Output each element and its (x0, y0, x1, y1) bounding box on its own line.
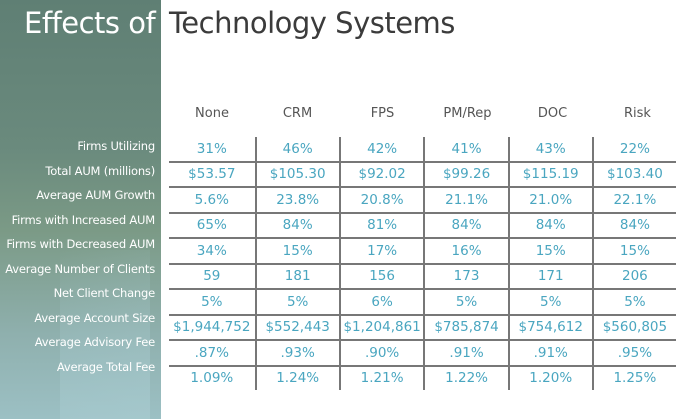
table-cell: $552,443 (254, 313, 341, 341)
row-label: Firms with Increased AUM (11, 212, 156, 227)
table-cell: $785,874 (423, 313, 510, 341)
table-cell: $115.19 (507, 160, 594, 188)
table-cell: 5% (507, 288, 594, 316)
row-label: Firms with Decreased AUM (6, 237, 155, 251)
table-cell: 173 (423, 262, 510, 290)
table-cell: 81% (338, 211, 426, 239)
table-cell: 84% (423, 211, 510, 239)
table-cell: 1.24% (254, 364, 341, 390)
table-cell: $105.30 (254, 160, 341, 188)
table-row: 31% 46% 42% 41% 43% 22% (169, 137, 676, 163)
table-cell: $99.26 (423, 160, 510, 188)
table-cell: 17% (338, 237, 426, 265)
table-cell: $103.40 (591, 160, 676, 188)
table-cell: 59 (169, 262, 257, 290)
table-cell: 21.1% (423, 186, 510, 214)
table-cell: 41% (423, 137, 510, 163)
table-cell: 181 (254, 262, 341, 290)
table-row: 1.09% 1.24% 1.21% 1.22% 1.20% 1.25% (169, 364, 676, 390)
table-cell: .93% (254, 339, 341, 367)
title-part-1: Effects of (24, 6, 156, 40)
table-cell: 21.0% (507, 186, 594, 214)
table-cell: 42% (338, 137, 426, 163)
table-cell: 1.21% (338, 364, 426, 390)
table-cell: 65% (169, 211, 257, 239)
row-label: Firms Utilizing (77, 139, 155, 153)
table-cell: $1,944,752 (169, 313, 257, 341)
table-cell: 84% (507, 211, 594, 239)
table-cell: 5% (254, 288, 341, 316)
table-cell: $92.02 (338, 160, 426, 188)
table-cell: 84% (254, 211, 341, 239)
table-row: 34% 15% 17% 16% 15% 15% (169, 237, 676, 265)
column-header: PM/Rep (443, 106, 492, 121)
table-cell: 84% (591, 211, 676, 239)
table-cell: 1.22% (423, 364, 510, 390)
table-cell: 15% (254, 237, 341, 265)
column-header: CRM (282, 106, 313, 121)
column-header: None (195, 106, 229, 121)
table-row: 5.6% 23.8% 20.8% 21.1% 21.0% 22.1% (169, 186, 676, 214)
table-cell: 22% (591, 137, 676, 163)
table-cell: 16% (423, 237, 510, 265)
table-cell: .87% (169, 339, 257, 367)
table-row: 5% 5% 6% 5% 5% 5% (169, 288, 676, 316)
table-cell: 1.25% (591, 364, 676, 390)
table-row: 59 181 156 173 171 206 (169, 262, 676, 290)
background-photo (0, 0, 161, 419)
table-cell: 22.1% (591, 186, 676, 214)
row-label: Average Account Size (34, 310, 155, 325)
table-cell: 34% (169, 237, 257, 265)
table-cell: 206 (591, 262, 676, 290)
row-label: Average Number of Clients (5, 261, 155, 276)
title-part-2: Technology Systems (169, 6, 455, 40)
table-cell: 5% (423, 288, 510, 316)
table-cell: 5.6% (169, 186, 257, 214)
row-label: Net Client Change (53, 286, 156, 300)
table-cell: .95% (591, 339, 676, 367)
column-header: FPS (370, 106, 395, 121)
table-cell: 31% (169, 137, 257, 163)
row-label: Average Total Fee (56, 359, 155, 374)
row-label: Average AUM Growth (36, 188, 155, 202)
column-header: DOC (537, 106, 568, 121)
table-cell: 156 (338, 262, 426, 290)
column-header: Risk (624, 106, 651, 121)
table-cell: 5% (591, 288, 676, 316)
row-label: Average Advisory Fee (34, 335, 155, 349)
table-cell: 1.09% (169, 364, 257, 390)
table-cell: 1.20% (507, 364, 594, 390)
table-row: $53.57 $105.30 $92.02 $99.26 $115.19 $103.40 (169, 160, 676, 188)
table-row: $1,944,752 $552,443 $1,204,861 $785,874 $754… (169, 313, 676, 341)
data-table: 31% 46% 42% 41% 43% 22% $53.57 $105.30 $92.02 $99… (169, 137, 676, 390)
table-row: 65% 84% 81% 84% 84% 84% (169, 211, 676, 239)
table-cell: $53.57 (169, 160, 257, 188)
table-cell: 6% (338, 288, 426, 316)
table-cell: $1,204,861 (338, 313, 426, 341)
table-cell: 171 (507, 262, 594, 290)
table-cell: 5% (169, 288, 257, 316)
table-cell: 43% (507, 137, 594, 163)
table-cell: 23.8% (254, 186, 341, 214)
table-cell: 20.8% (338, 186, 426, 214)
table-cell: 15% (591, 237, 676, 265)
table-cell: .91% (423, 339, 510, 367)
table-cell: .90% (338, 339, 426, 367)
table-cell: .91% (507, 339, 594, 367)
row-label: Total AUM (millions) (45, 163, 155, 178)
table-cell: 15% (507, 237, 594, 265)
table-row: .87% .93% .90% .91% .91% .95% (169, 339, 676, 367)
table-cell: 46% (254, 137, 341, 163)
table-cell: $754,612 (507, 313, 594, 341)
table-cell: $560,805 (591, 313, 676, 341)
